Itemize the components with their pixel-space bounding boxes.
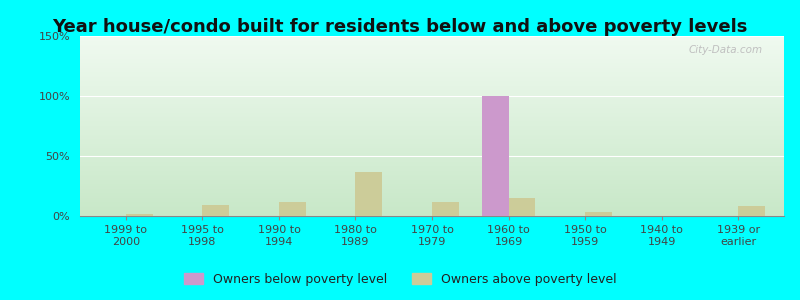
Bar xyxy=(126,214,153,216)
Bar xyxy=(738,206,765,216)
Bar xyxy=(432,202,458,216)
Bar xyxy=(585,212,612,216)
Bar xyxy=(202,205,230,216)
Bar xyxy=(355,172,382,216)
Bar xyxy=(279,202,306,216)
Legend: Owners below poverty level, Owners above poverty level: Owners below poverty level, Owners above… xyxy=(179,268,621,291)
Bar xyxy=(482,96,509,216)
Text: Year house/condo built for residents below and above poverty levels: Year house/condo built for residents bel… xyxy=(52,18,748,36)
Text: City-Data.com: City-Data.com xyxy=(689,45,763,55)
Bar xyxy=(509,198,535,216)
